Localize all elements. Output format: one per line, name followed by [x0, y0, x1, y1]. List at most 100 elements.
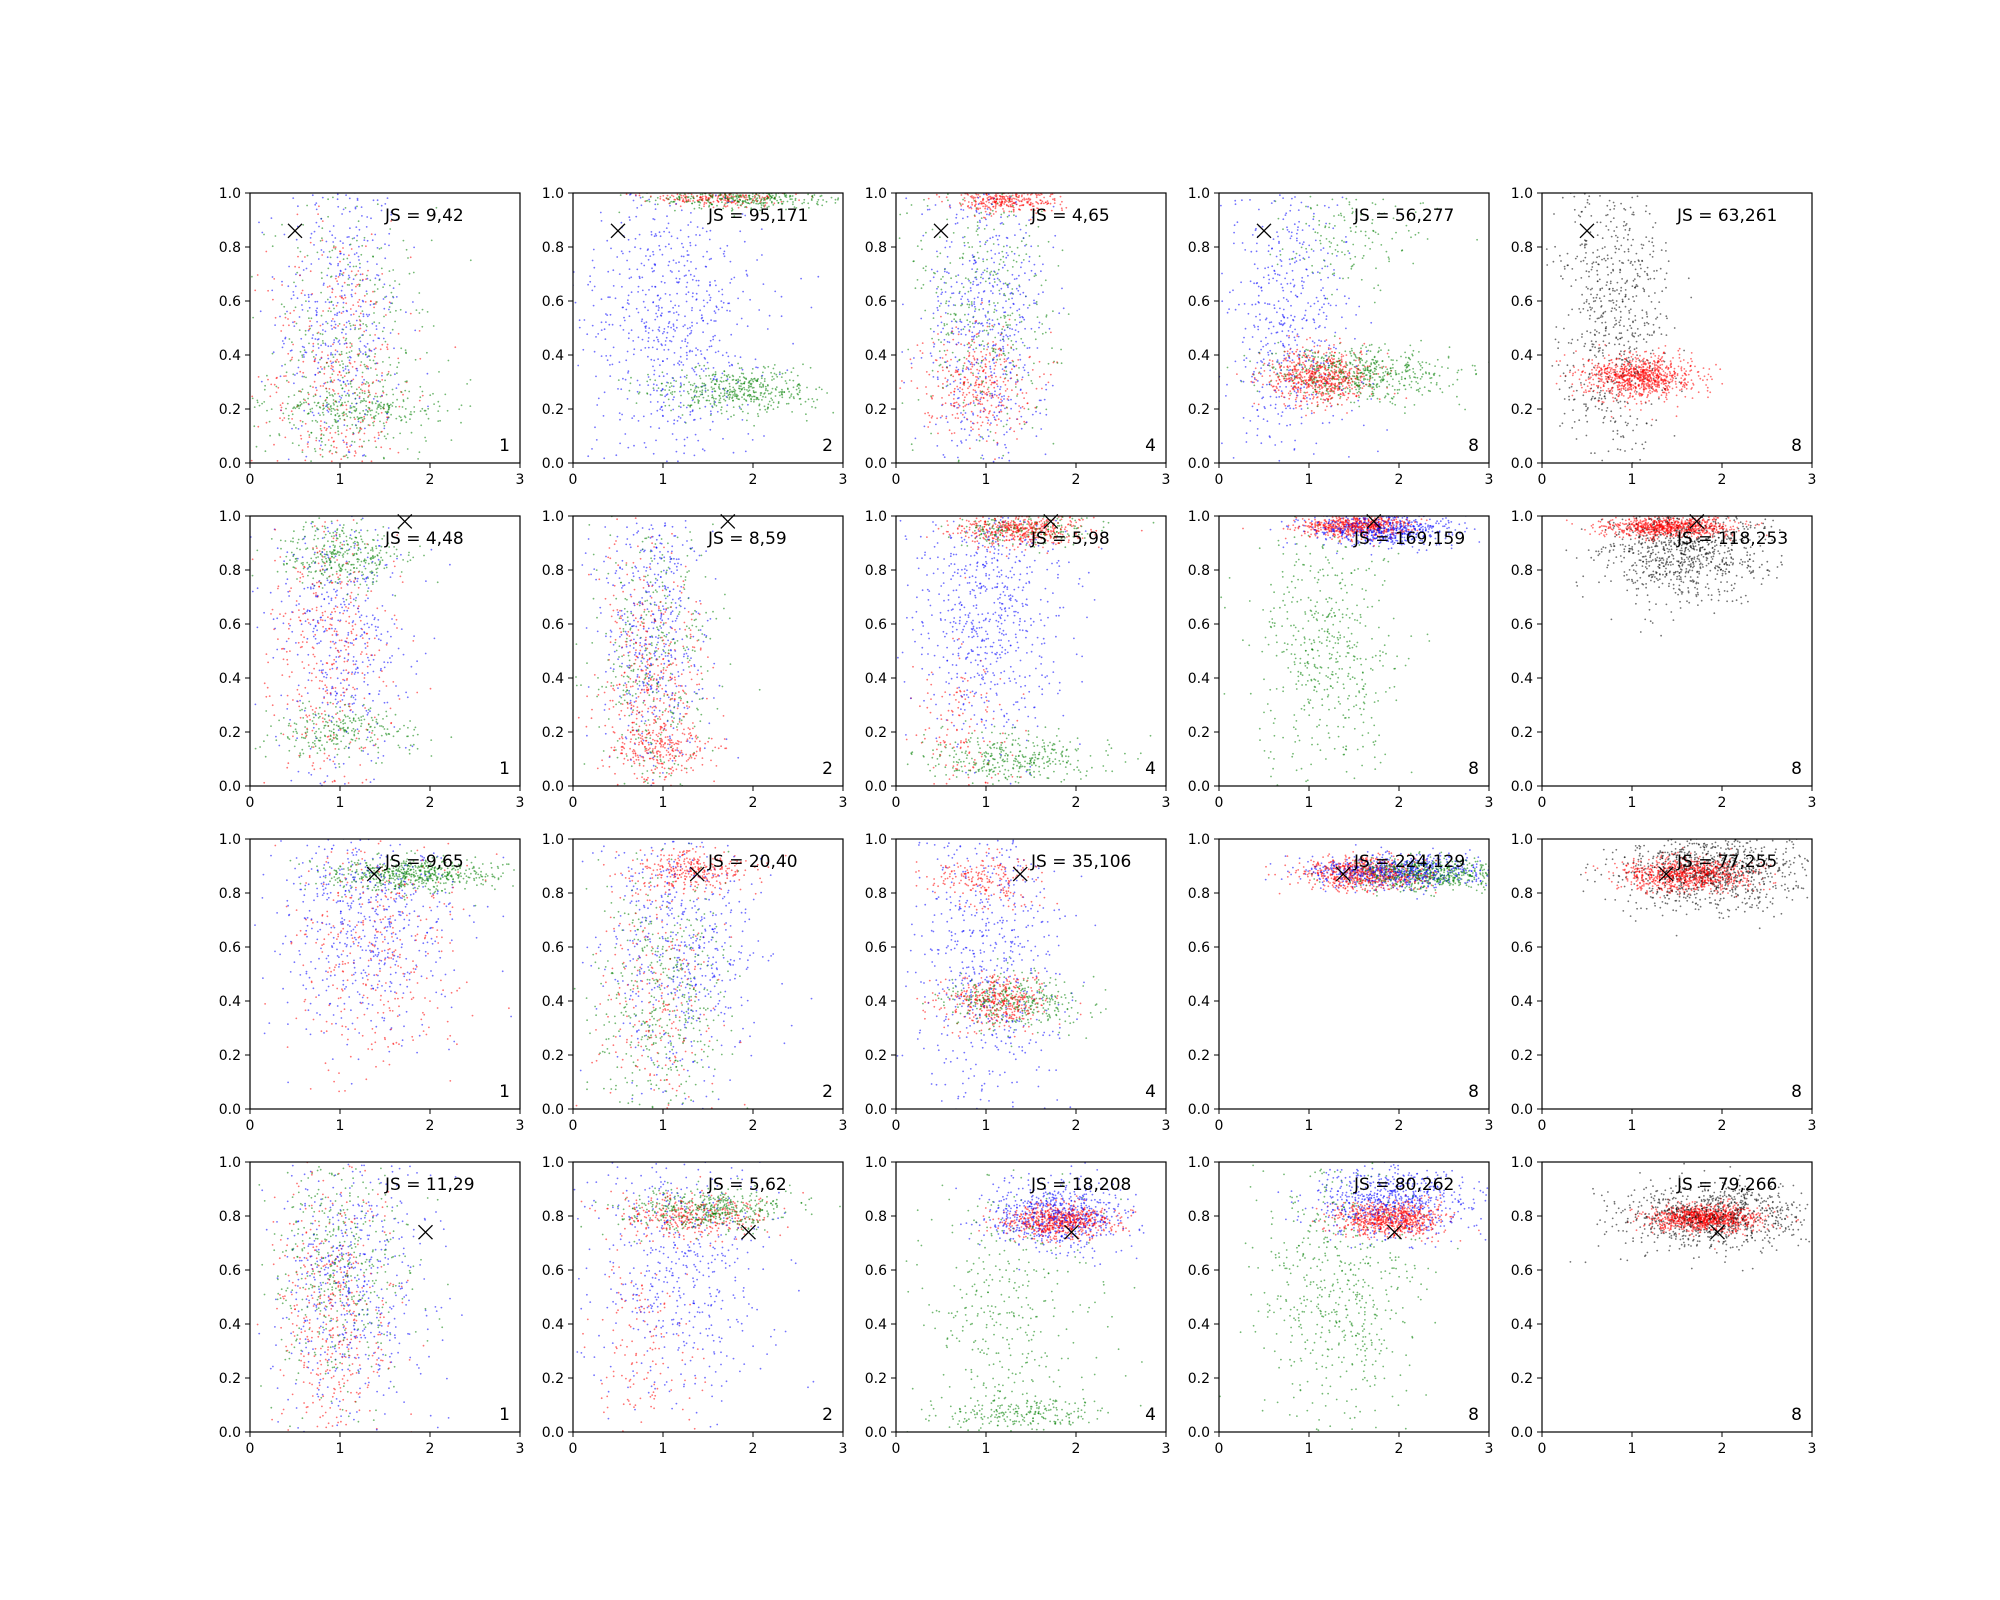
scatter-point: [327, 357, 330, 360]
scatter-point: [668, 321, 671, 323]
scatter-point: [1336, 244, 1339, 247]
scatter-point: [652, 383, 655, 386]
scatter-point: [340, 295, 343, 297]
scatter-point: [1325, 351, 1328, 354]
scatter-point: [998, 204, 1001, 207]
scatter-point: [720, 406, 723, 409]
scatter-point: [808, 207, 810, 209]
scatter-point: [976, 251, 979, 254]
scatter-point: [675, 202, 678, 205]
scatter-point: [306, 204, 308, 207]
scatter-point: [402, 239, 405, 242]
scatter-point: [282, 412, 285, 415]
scatter-point: [309, 241, 312, 244]
scatter-point: [968, 259, 971, 262]
scatter-point: [396, 372, 398, 374]
scatter-point: [723, 370, 726, 373]
scatter-point: [975, 200, 977, 203]
scatter-point: [1015, 287, 1018, 290]
scatter-point: [1000, 216, 1002, 219]
scatter-point: [321, 455, 324, 458]
scatter-point: [931, 228, 934, 231]
scatter-point: [757, 415, 760, 418]
scatter-point: [293, 394, 296, 396]
scatter-point: [678, 270, 680, 272]
scatter-point: [304, 329, 307, 332]
scatter-point: [756, 396, 759, 399]
scatter-point: [315, 404, 318, 407]
scatter-point: [1024, 327, 1026, 330]
scatter-point: [950, 277, 952, 280]
scatter-point: [255, 445, 258, 448]
scatter-point: [703, 203, 706, 206]
scatter-point: [574, 301, 577, 304]
scatter-point: [892, 386, 894, 388]
scatter-point: [1007, 379, 1009, 382]
scatter-point: [1033, 275, 1036, 278]
scatter-point: [960, 328, 963, 331]
scatter-point: [328, 392, 331, 394]
scatter-point: [351, 366, 354, 368]
scatter-point: [1388, 383, 1391, 386]
scatter-point: [739, 356, 742, 359]
scatter-point: [774, 395, 777, 397]
scatter-point: [982, 205, 984, 208]
scatter-point: [734, 199, 737, 202]
x-tick-label: 1: [982, 472, 991, 488]
scatter-point: [275, 385, 278, 388]
scatter-point: [705, 230, 708, 233]
scatter-point: [937, 432, 939, 435]
scatter-point: [988, 201, 990, 204]
scatter-point: [990, 249, 993, 252]
scatter-point: [1347, 250, 1349, 252]
scatter-point: [359, 327, 362, 330]
scatter-point: [676, 193, 679, 196]
scatter-point: [969, 281, 972, 284]
scatter-point: [332, 196, 334, 199]
scatter-point: [582, 348, 585, 351]
scatter-point: [940, 321, 943, 324]
scatter-point: [1348, 201, 1351, 204]
scatter-point: [1035, 193, 1037, 196]
scatter-point: [337, 433, 340, 436]
scatter-point: [756, 379, 758, 382]
scatter-point: [364, 351, 367, 353]
scatter-point: [760, 206, 763, 209]
scatter-point: [670, 247, 673, 250]
scatter-point: [731, 207, 733, 210]
scatter-point: [943, 324, 946, 327]
scatter-point: [312, 386, 314, 388]
scatter-point: [714, 334, 716, 337]
scatter-point: [638, 384, 641, 386]
scatter-point: [313, 244, 315, 246]
scatter-point: [679, 382, 682, 385]
scatter-point: [331, 287, 334, 290]
scatter-point: [993, 411, 996, 414]
scatter-point: [1021, 194, 1023, 197]
scatter-point: [1050, 209, 1053, 212]
scatter-point: [686, 390, 689, 393]
scatter-point: [319, 414, 321, 416]
scatter-point: [673, 352, 676, 354]
scatter-point: [1001, 195, 1003, 198]
scatter-point: [336, 350, 339, 353]
scatter-point: [987, 390, 990, 393]
scatter-point: [977, 296, 979, 299]
scatter-point: [369, 304, 372, 306]
scatter-point: [1276, 231, 1278, 234]
scatter-point: [1004, 407, 1006, 410]
scatter-point: [388, 244, 390, 247]
scatter-point: [710, 203, 713, 206]
scatter-point: [419, 396, 422, 399]
scatter-point: [973, 255, 976, 258]
scatter-point: [655, 312, 657, 315]
scatter-point: [688, 381, 690, 383]
scatter-point: [367, 395, 370, 397]
scatter-point: [1022, 237, 1025, 239]
scatter-point: [652, 218, 655, 220]
scatter-point: [340, 312, 343, 314]
scatter-point: [967, 350, 969, 353]
scatter-point: [342, 369, 345, 372]
scatter-point: [258, 404, 261, 407]
scatter-point: [1015, 260, 1018, 263]
